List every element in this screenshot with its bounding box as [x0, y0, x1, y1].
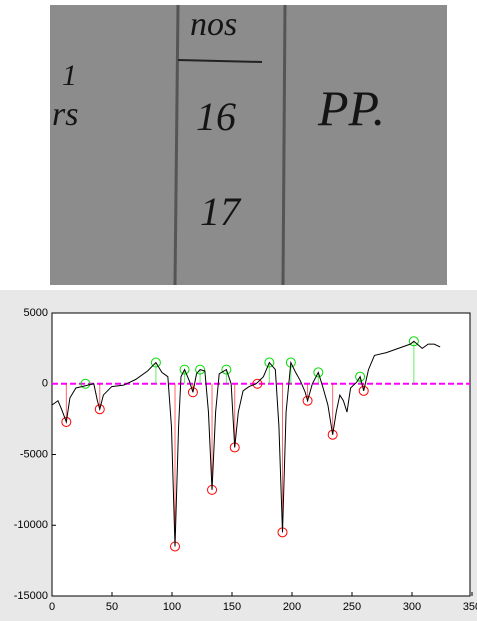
minimum-marker	[252, 378, 263, 389]
y-tick-label: -5000	[20, 448, 48, 460]
x-tick-label: 300	[403, 601, 421, 613]
minimum-marker	[187, 387, 198, 398]
y-tick-label: 0	[42, 378, 48, 390]
ruled-line	[281, 4, 287, 286]
minimum-marker	[302, 395, 313, 406]
minimum-marker	[94, 404, 105, 415]
photo: 1 rs nos 16 17 PP.	[50, 4, 447, 286]
handwriting: PP.	[317, 80, 385, 136]
maximum-marker	[179, 364, 190, 375]
data-line	[51, 340, 441, 547]
handwriting: nos	[190, 6, 237, 43]
maximum-marker	[195, 364, 206, 375]
handwriting: 17	[200, 189, 242, 234]
handwriting: 1	[62, 59, 77, 92]
x-tick-label: 50	[106, 601, 118, 613]
x-tick-label: 250	[343, 601, 361, 613]
ruled-line	[173, 4, 180, 286]
underline	[177, 59, 263, 63]
maximum-marker	[355, 371, 366, 382]
handwriting: rs	[52, 96, 78, 133]
maximum-marker	[313, 367, 324, 378]
maximum-marker	[80, 378, 91, 389]
x-tick-label: 100	[163, 601, 181, 613]
x-tick-label: 350	[463, 601, 477, 613]
y-tick-label: 5000	[24, 307, 48, 319]
minimum-marker	[61, 416, 72, 427]
handwriting: 16	[196, 94, 236, 139]
minimum-marker	[327, 429, 338, 440]
y-tick-label: -15000	[14, 590, 48, 602]
photo-background	[50, 5, 447, 285]
maximum-marker	[264, 357, 275, 368]
y-tick-label: -10000	[14, 519, 48, 531]
minimum-marker	[358, 385, 369, 396]
maximum-marker	[150, 357, 161, 368]
x-tick-label: 150	[223, 601, 241, 613]
maximum-marker	[408, 336, 419, 347]
axes	[51, 312, 471, 597]
x-tick-label: 0	[49, 601, 55, 613]
x-tick-label: 200	[283, 601, 301, 613]
maximum-marker	[221, 364, 232, 375]
